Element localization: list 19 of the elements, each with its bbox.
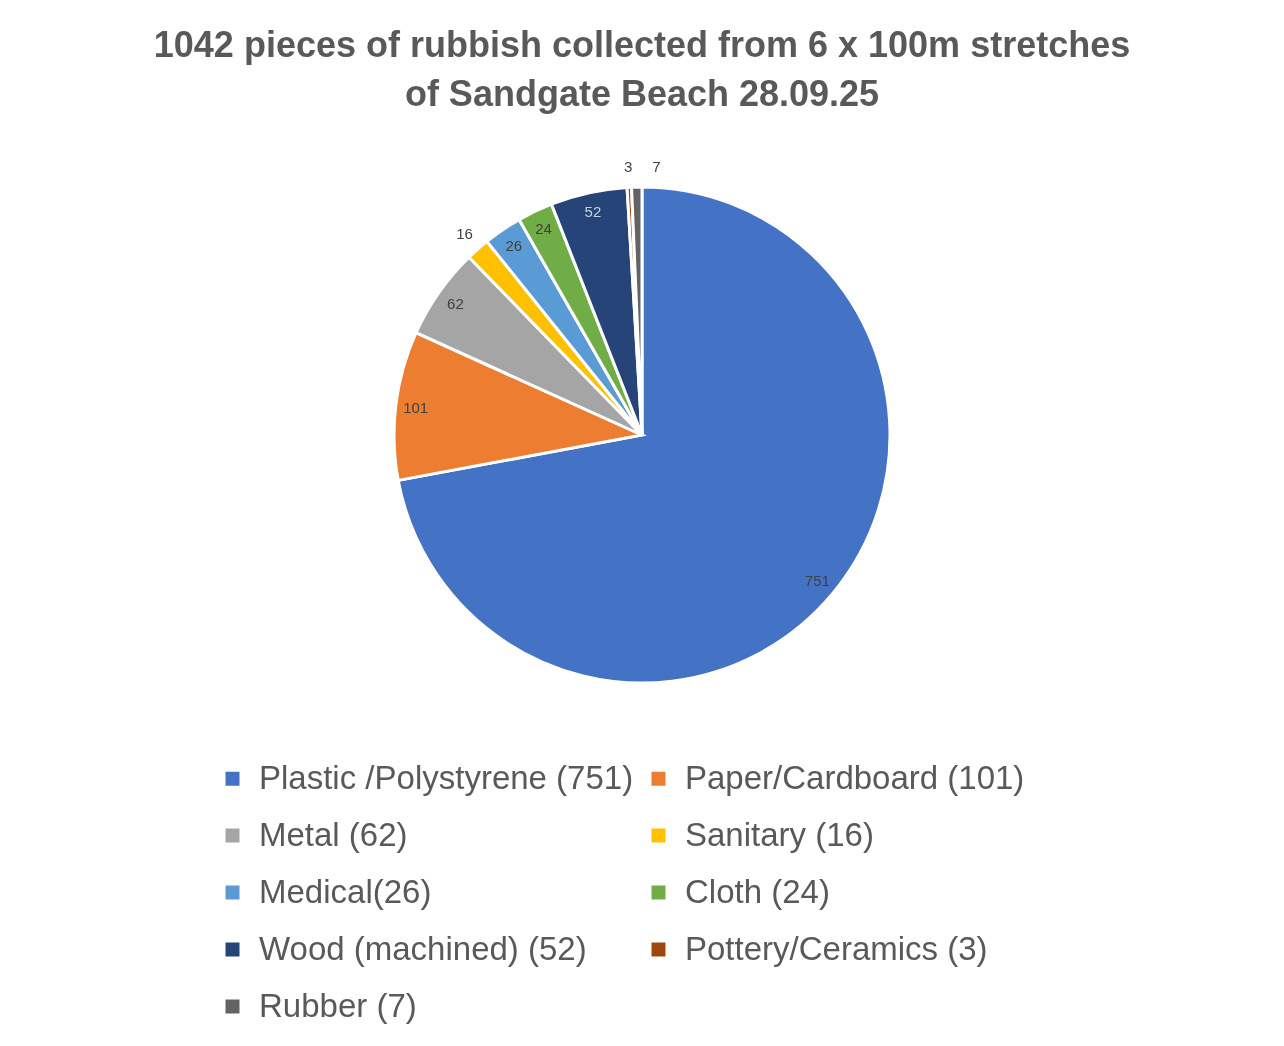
legend-label: Cloth (24) <box>685 872 830 910</box>
data-label: 751 <box>804 571 830 589</box>
legend-label: Wood (machined) (52) <box>259 929 587 967</box>
legend-label: Pottery/Ceramics (3) <box>685 929 988 967</box>
legend-label: Sanitary (16) <box>685 815 874 853</box>
legend-label: Metal (62) <box>259 815 408 853</box>
chart-title: 1042 pieces of rubbish collected from 6 x 100m stretches of Sandgate Beach 28.09.25 <box>153 24 1131 114</box>
data-label: 7 <box>652 158 661 176</box>
data-label: 62 <box>447 295 464 313</box>
data-label: 26 <box>505 237 523 255</box>
legend-label: Plastic /Polystyrene (751) <box>259 758 634 796</box>
data-label: 101 <box>403 398 429 416</box>
legend-label: Paper/Cardboard (101) <box>685 758 1025 796</box>
data-label: 52 <box>584 203 602 221</box>
legend-label: Rubber (7) <box>259 986 417 1024</box>
data-label: 3 <box>624 158 633 176</box>
data-label: 16 <box>456 225 473 243</box>
data-label: 24 <box>535 220 552 238</box>
legend-label: Medical(26) <box>259 872 432 910</box>
